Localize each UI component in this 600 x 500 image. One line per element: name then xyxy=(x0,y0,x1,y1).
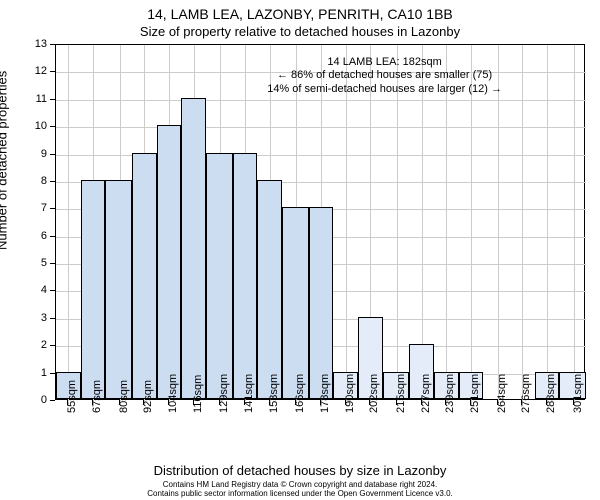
grid-line xyxy=(574,45,575,401)
y-tick-label: 5 xyxy=(17,257,47,269)
figure: 14, LAMB LEA, LAZONBY, PENRITH, CA10 1BB… xyxy=(0,0,600,500)
y-tick-label: 10 xyxy=(17,120,47,132)
y-tick-label: 4 xyxy=(17,284,47,296)
chart-title: 14, LAMB LEA, LAZONBY, PENRITH, CA10 1BB xyxy=(0,6,600,22)
grid-line xyxy=(471,45,472,401)
credit-line-2: Contains public sector information licen… xyxy=(0,489,600,498)
grid-line xyxy=(346,45,347,401)
grid-line xyxy=(498,45,499,401)
y-tick-label: 0 xyxy=(17,394,47,406)
histogram-bar xyxy=(233,153,258,399)
credit-line-1: Contains HM Land Registry data © Crown c… xyxy=(0,480,600,489)
grid-line xyxy=(68,45,69,401)
grid-line xyxy=(446,45,447,401)
annotation-line-1: 14 LAMB LEA: 182sqm xyxy=(267,56,502,70)
grid-line xyxy=(397,45,398,401)
y-tick-label: 13 xyxy=(17,38,47,50)
histogram-bar xyxy=(309,207,334,399)
annotation-text: 14 LAMB LEA: 182sqm ← 86% of detached ho… xyxy=(267,56,502,97)
y-axis-label: Number of detached properties xyxy=(0,71,10,250)
plot-area: 14 LAMB LEA: 182sqm ← 86% of detached ho… xyxy=(55,44,585,400)
credit-text: Contains HM Land Registry data © Crown c… xyxy=(0,480,600,498)
histogram-bar xyxy=(157,125,182,399)
y-tick-label: 11 xyxy=(17,93,47,105)
y-tick-label: 8 xyxy=(17,175,47,187)
grid-line xyxy=(547,45,548,401)
y-tick-label: 12 xyxy=(17,65,47,77)
grid-line xyxy=(522,45,523,401)
annotation-line-2: ← 86% of detached houses are smaller (75… xyxy=(267,69,502,83)
annotation-line-3: 14% of semi-detached houses are larger (… xyxy=(267,83,502,97)
y-tick-mark xyxy=(50,400,55,401)
y-tick-label: 7 xyxy=(17,202,47,214)
histogram-bar xyxy=(206,153,233,399)
histogram-bar xyxy=(81,180,106,399)
x-axis-label: Distribution of detached houses by size … xyxy=(0,463,600,478)
y-tick-label: 6 xyxy=(17,230,47,242)
histogram-bar xyxy=(105,180,132,399)
y-tick-label: 1 xyxy=(17,367,47,379)
y-tick-label: 3 xyxy=(17,312,47,324)
histogram-bar xyxy=(181,98,206,399)
histogram-bar xyxy=(132,153,157,399)
y-tick-label: 9 xyxy=(17,148,47,160)
y-tick-label: 2 xyxy=(17,339,47,351)
histogram-bar xyxy=(257,180,282,399)
histogram-bar xyxy=(282,207,309,399)
chart-subtitle: Size of property relative to detached ho… xyxy=(0,24,600,39)
